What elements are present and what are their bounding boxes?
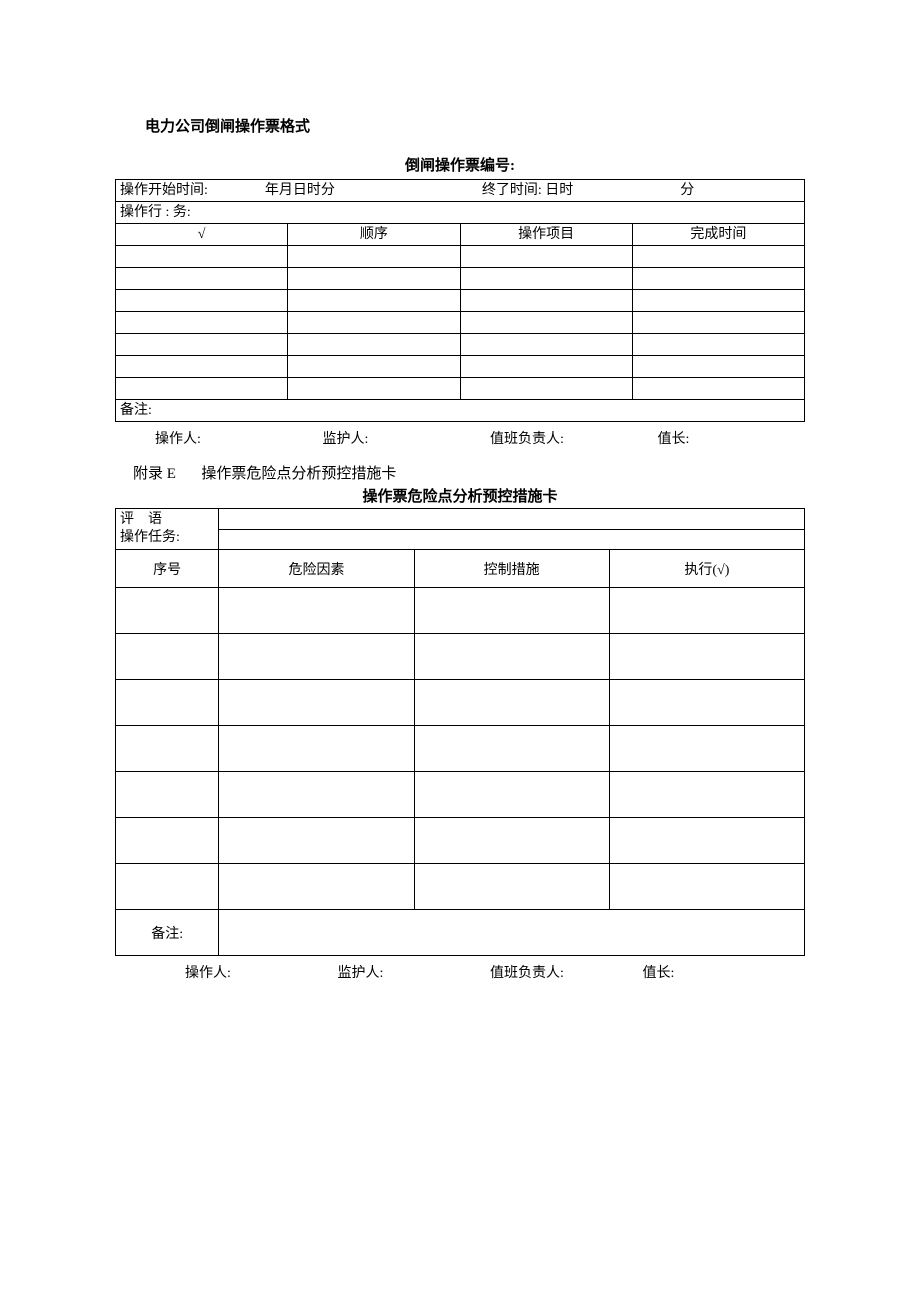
- table-row: [116, 268, 805, 290]
- sig-duty-officer-2: 值班负责人:: [460, 962, 613, 982]
- sig-shift-leader: 值长:: [628, 428, 796, 448]
- header-check: √: [116, 224, 288, 246]
- table-row: [116, 864, 805, 910]
- start-time-label: 操作开始时间:: [120, 183, 208, 198]
- signature-line-2: 操作人: 监护人: 值班负责人: 值长:: [115, 962, 805, 982]
- risk-card-table: 评 语 操作任务: 序号 危险因素 控制措施 执行(√) 备注:: [115, 508, 805, 956]
- risk-card-title: 操作票危险点分析预控措施卡: [115, 485, 805, 506]
- table1-header-row: √ 顺序 操作项目 完成时间: [116, 224, 805, 246]
- table-row: [116, 246, 805, 268]
- appendix-title: 操作票危险点分析预控措施卡: [201, 466, 396, 482]
- card-notes-row: 备注:: [116, 910, 805, 956]
- document-title: 电力公司倒闸操作票格式: [145, 115, 805, 136]
- notes-row: 备注:: [116, 400, 805, 422]
- ticket-number-label: 倒闸操作票编号:: [115, 154, 805, 175]
- card-header-control: 控制措施: [414, 550, 609, 588]
- table-row: [116, 378, 805, 400]
- card-header-risk: 危险因素: [219, 550, 414, 588]
- sig-operator-2: 操作人:: [155, 962, 308, 982]
- appendix-heading: 附录 E 操作票危险点分析预控措施卡: [133, 462, 805, 483]
- card-comment-row: 评 语 操作任务:: [116, 509, 805, 530]
- table-row: [116, 290, 805, 312]
- card-notes-label: 备注:: [116, 910, 219, 956]
- table-row: [116, 634, 805, 680]
- table-row: [116, 334, 805, 356]
- signature-line-1: 操作人: 监护人: 值班负责人: 值长:: [115, 428, 805, 448]
- sig-shift-leader-2: 值长:: [613, 962, 766, 982]
- card-task-row: [116, 529, 805, 550]
- card-header-seq: 序号: [116, 550, 219, 588]
- sig-guardian: 监护人:: [293, 428, 461, 448]
- sig-operator: 操作人:: [125, 428, 293, 448]
- table-row: [116, 588, 805, 634]
- header-item: 操作项目: [460, 224, 632, 246]
- table-row: [116, 772, 805, 818]
- card-header-row: 序号 危险因素 控制措施 执行(√): [116, 550, 805, 588]
- task-row: 操作行 : 务:: [116, 202, 805, 224]
- task-label: 操作行 : 务:: [116, 202, 805, 224]
- card-comment-label: 评 语: [120, 511, 214, 529]
- header-seq: 顺序: [288, 224, 460, 246]
- operation-ticket-table: 操作开始时间: 年月日时分 终了时间: 日时 分 操作行 : 务: √ 顺序 操…: [115, 179, 805, 422]
- sig-guardian-2: 监护人:: [308, 962, 461, 982]
- header-done: 完成时间: [632, 224, 804, 246]
- card-header-exec: 执行(√): [609, 550, 804, 588]
- start-time-units: 年月日时分: [265, 183, 335, 198]
- end-time-units: 日时: [545, 183, 573, 198]
- table-row: [116, 680, 805, 726]
- table-row: [116, 726, 805, 772]
- card-task-label: 操作任务:: [120, 529, 214, 547]
- table-row: [116, 312, 805, 334]
- minute-unit: 分: [680, 183, 694, 198]
- appendix-label: 附录 E: [133, 466, 176, 482]
- sig-duty-officer: 值班负责人:: [460, 428, 628, 448]
- time-row: 操作开始时间: 年月日时分 终了时间: 日时 分: [116, 180, 805, 202]
- table-row: [116, 818, 805, 864]
- table-row: [116, 356, 805, 378]
- notes-label: 备注:: [116, 400, 805, 422]
- end-time-label: 终了时间:: [482, 183, 542, 198]
